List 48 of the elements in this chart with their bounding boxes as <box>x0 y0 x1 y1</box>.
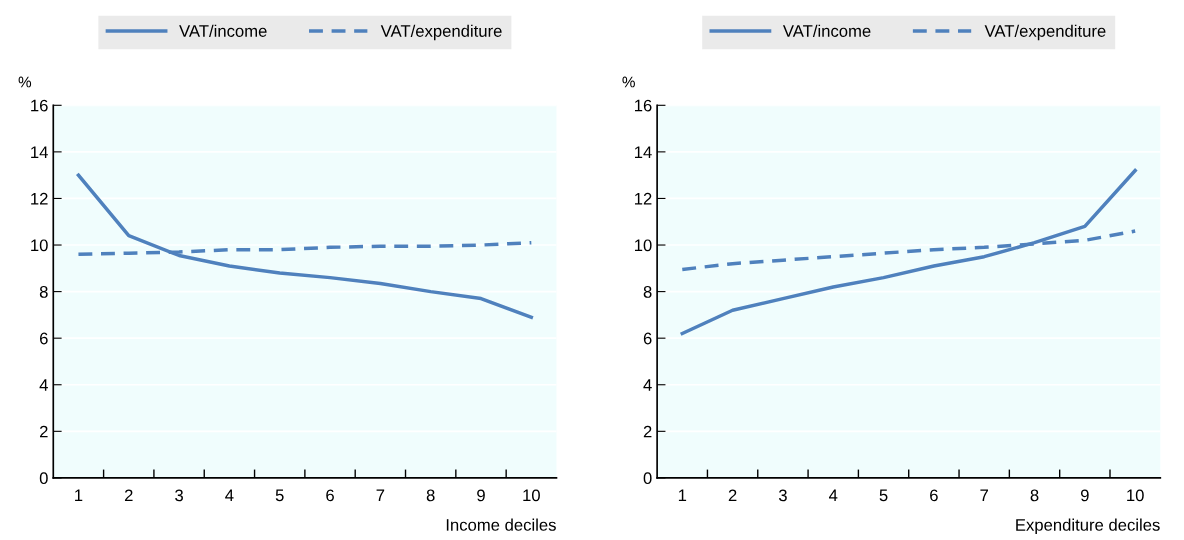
x-tick-label: 10 <box>1127 489 1144 502</box>
y-tick-label: 12 <box>31 192 48 205</box>
legend-label: VAT/income <box>179 24 267 37</box>
x-tick-label: 1 <box>678 489 687 502</box>
legend-label: VAT/expenditure <box>984 24 1106 41</box>
x-tick-label: 4 <box>225 489 234 502</box>
x-tick-label: 6 <box>930 489 938 502</box>
x-tick-label: 2 <box>124 489 133 502</box>
line-series <box>680 168 1137 336</box>
y-tick-label: 0 <box>643 472 652 485</box>
y-tick-label: 16 <box>634 99 652 112</box>
x-tick-label: 3 <box>778 489 787 502</box>
x-tick-label: 5 <box>275 489 284 502</box>
x-tick-label: 1 <box>75 489 83 502</box>
y-tick-label: 2 <box>39 425 48 438</box>
y-tick-label: 12 <box>634 192 652 205</box>
legend-label: VAT/income <box>782 24 871 37</box>
x-tick-label: 9 <box>477 489 485 502</box>
y-tick-label: 16 <box>31 99 48 112</box>
x-tick-label: 2 <box>728 489 737 502</box>
y-tick-label: 6 <box>643 332 652 345</box>
legend-label: VAT/expenditure <box>380 24 502 41</box>
x-tick-label: 3 <box>175 489 183 502</box>
y-tick-label: 8 <box>643 286 652 298</box>
x-tick-label: 4 <box>828 489 838 502</box>
line-series <box>76 173 534 319</box>
y-tick-label: 14 <box>634 146 652 158</box>
y-tick-label: 2 <box>643 425 652 438</box>
x-tick-label: 6 <box>326 489 334 502</box>
x-tick-label: 8 <box>426 489 435 502</box>
y-tick-label: 10 <box>634 239 652 252</box>
y-tick-label: 14 <box>31 146 48 158</box>
y-tick-label: 0 <box>39 472 48 485</box>
x-tick-label: 5 <box>879 489 888 502</box>
x-tick-label: 10 <box>523 489 540 502</box>
y-axis-title: % <box>622 76 635 88</box>
x-tick-label: 8 <box>1030 489 1039 502</box>
y-tick-label: 10 <box>31 239 48 252</box>
y-tick-label: 8 <box>39 286 48 298</box>
y-tick-label: 4 <box>643 379 652 391</box>
x-axis-title: Income deciles <box>446 518 556 531</box>
x-tick-label: 7 <box>980 489 988 502</box>
y-axis-title: % <box>18 76 32 88</box>
y-tick-label: 4 <box>39 379 48 391</box>
x-tick-label: 7 <box>376 489 385 502</box>
y-tick-label: 6 <box>40 332 48 345</box>
x-tick-label: 9 <box>1080 489 1089 502</box>
x-axis-title: Expenditure deciles <box>1016 518 1160 535</box>
